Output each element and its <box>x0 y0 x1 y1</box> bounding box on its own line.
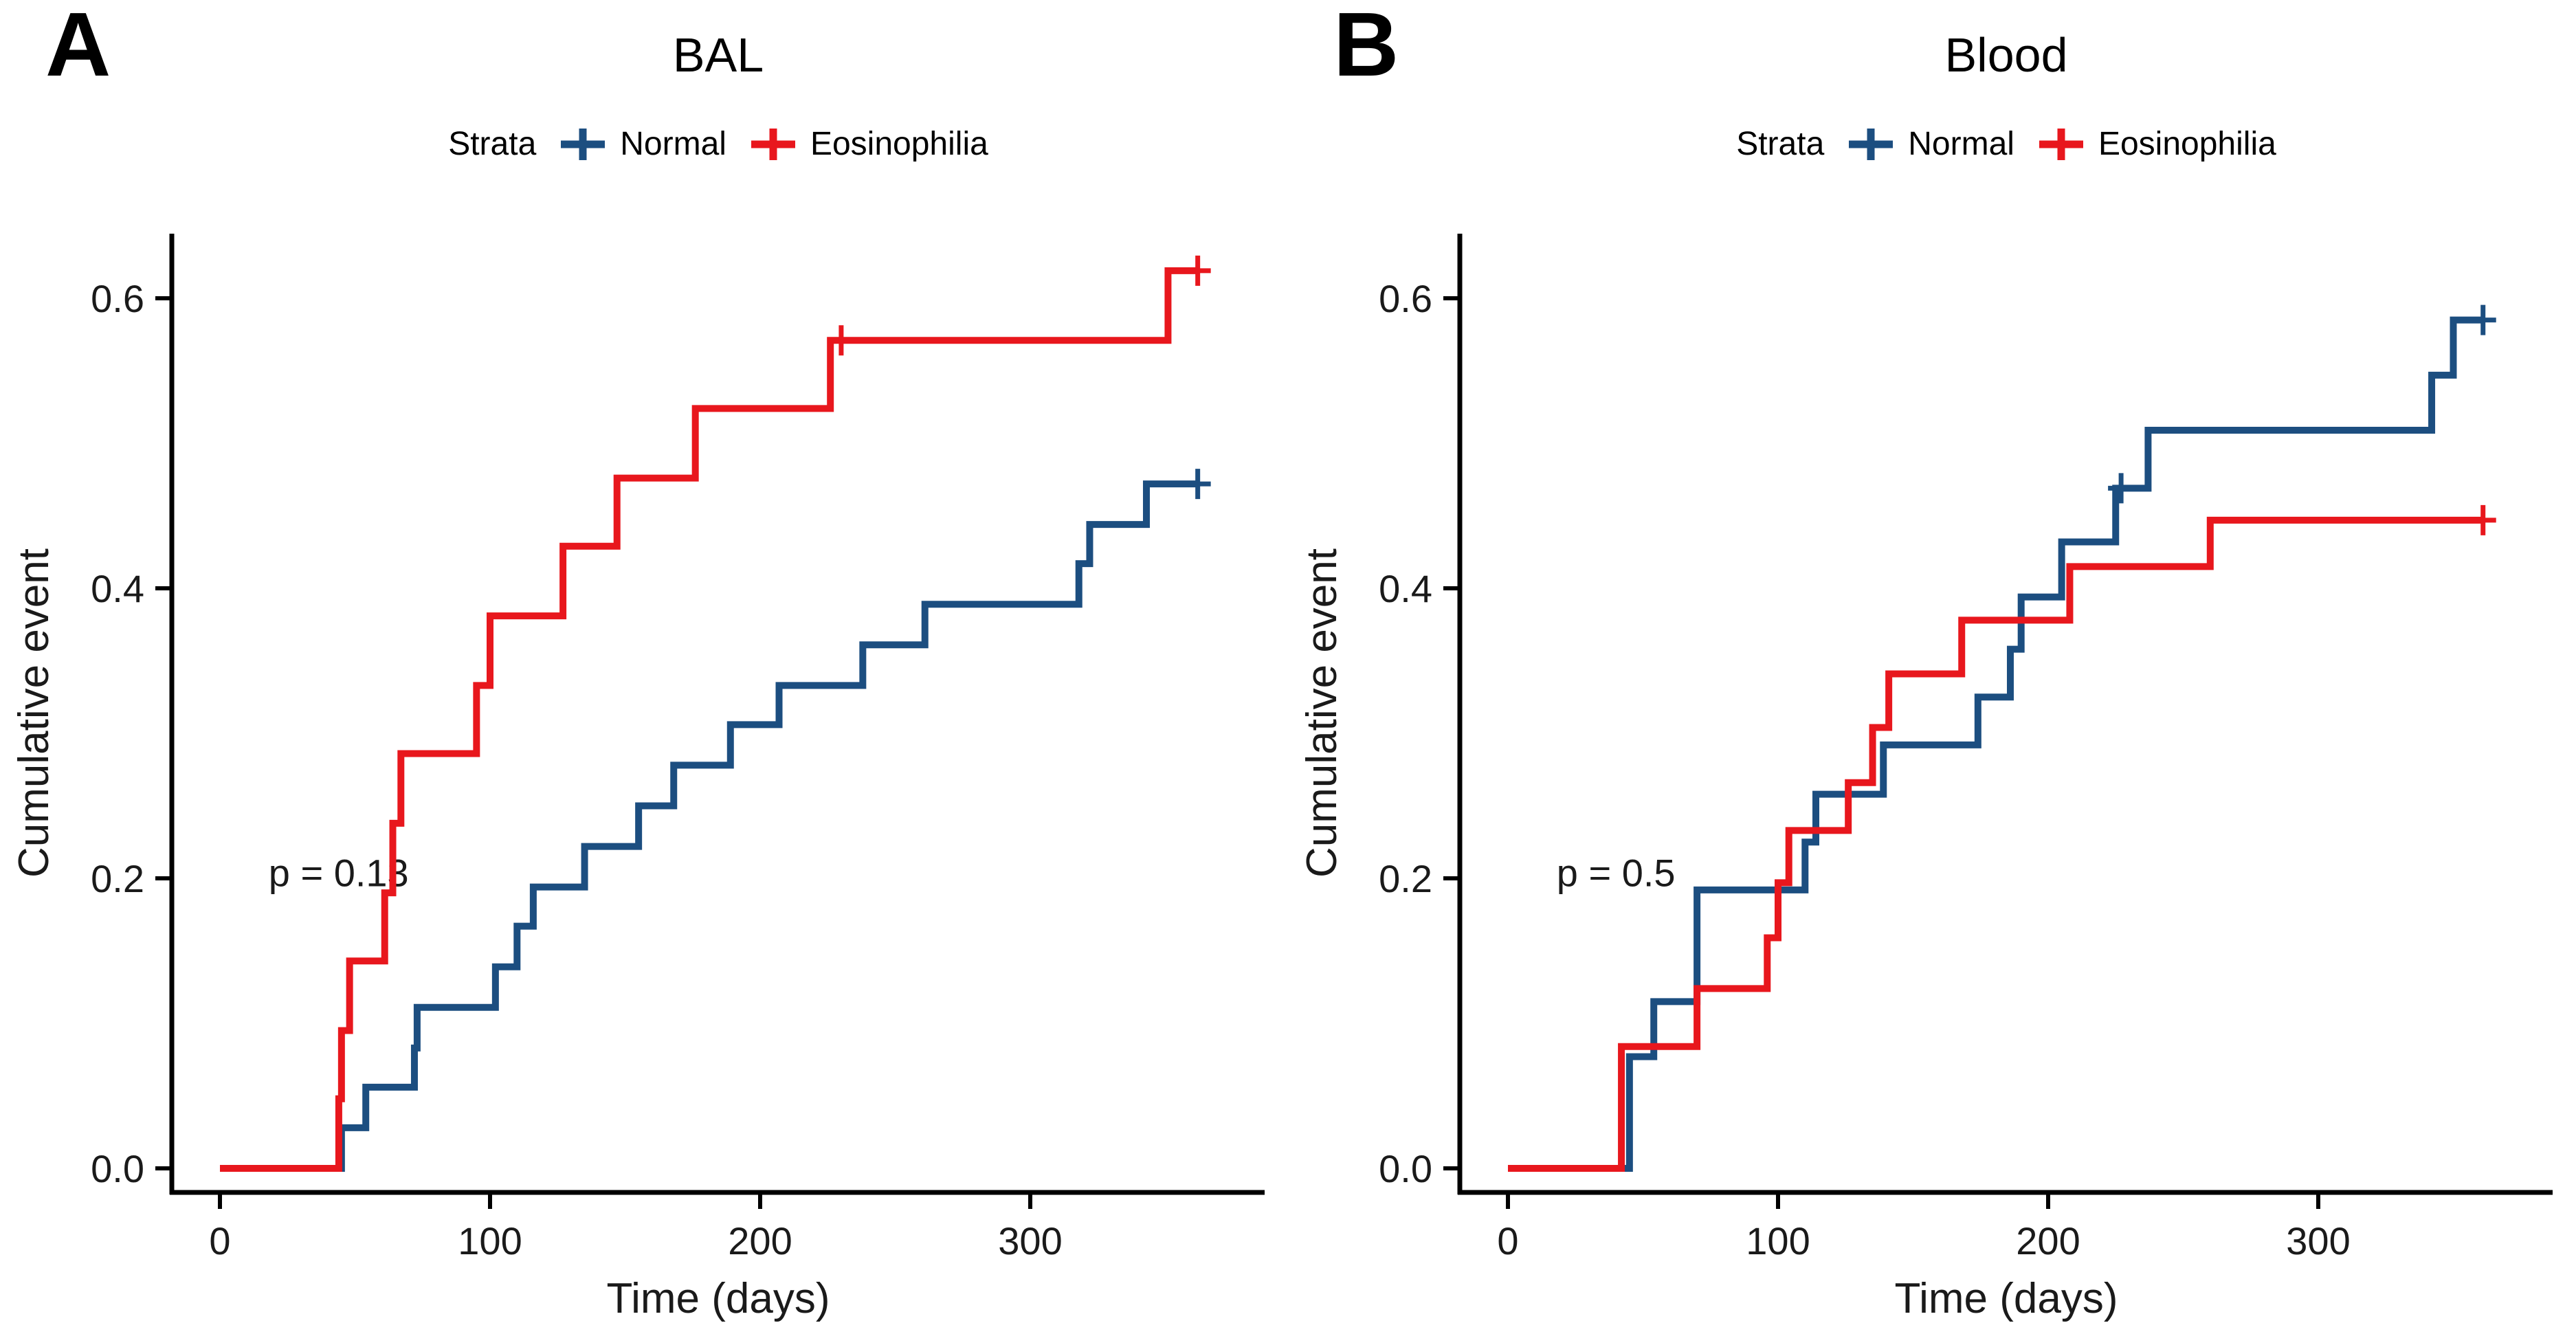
legend-title: Strata <box>1736 126 1825 162</box>
chart-bal: p = 0.13 0 100 200 300 0.0 0.2 0.4 0.6 Time (days… <box>10 234 1265 1322</box>
panel-a-title: BAL <box>672 28 764 82</box>
p-value-annotation: p = 0.13 <box>269 852 409 895</box>
legend-title: Strata <box>448 126 537 162</box>
plus-icon <box>561 128 606 160</box>
series-normal-curve <box>1508 316 2483 1172</box>
x-tick-label: 100 <box>1746 1219 1810 1263</box>
plus-icon <box>751 128 795 160</box>
panel-bal-header: A BAL Strata Normal Eosinophilia <box>0 0 1288 182</box>
panel-bal: A BAL Strata Normal Eosinophilia <box>0 0 1288 1322</box>
legend-blood: Strata Normal Eosinophilia <box>1436 125 2576 163</box>
legend-item-eosinophilia: Eosinophilia <box>2035 125 2276 163</box>
series-eosinophilia-curve <box>1508 516 2483 1172</box>
y-tick-label: 0.0 <box>91 1147 144 1190</box>
chart-blood: p = 0.5 0 100 200 300 0.0 0.2 0.4 0.6 Time (days)… <box>1298 234 2553 1322</box>
legend-bal: Strata Normal Eosinophilia <box>148 125 1288 163</box>
panel-blood: B Blood Strata Normal Eosinophilia <box>1288 0 2576 1323</box>
y-tick-label: 0.6 <box>1379 277 1432 320</box>
series-eosinophilia-curve <box>220 267 1198 1172</box>
panel-blood-header: B Blood Strata Normal Eosinophilia <box>1288 0 2576 182</box>
panel-b-title: Blood <box>1944 28 2068 82</box>
legend-label-eosinophilia: Eosinophilia <box>2098 126 2276 162</box>
x-tick-label: 0 <box>209 1219 230 1263</box>
panel-a-label: A <box>45 0 113 95</box>
y-tick-label: 0.2 <box>91 857 144 900</box>
series-normal-curve <box>220 480 1198 1172</box>
legend-item-normal: Normal <box>1845 125 2014 163</box>
p-value-annotation: p = 0.5 <box>1557 852 1676 895</box>
legend-item-normal: Normal <box>557 125 726 163</box>
legend-label-normal: Normal <box>620 126 726 162</box>
plus-icon <box>2039 128 2083 160</box>
legend-item-eosinophilia: Eosinophilia <box>747 125 988 163</box>
x-tick-label: 200 <box>2016 1219 2080 1263</box>
y-axis-title: Cumulative event <box>10 548 58 878</box>
x-tick-label: 0 <box>1497 1219 1518 1263</box>
y-axis-title: Cumulative event <box>1298 548 1346 878</box>
y-tick-label: 0.6 <box>91 277 144 320</box>
x-tick-label: 300 <box>2286 1219 2350 1263</box>
plus-icon <box>1849 128 1894 160</box>
y-tick-label: 0.4 <box>91 567 144 610</box>
panel-b-label: B <box>1333 0 1401 95</box>
y-tick-label: 0.2 <box>1379 857 1432 900</box>
legend-label-normal: Normal <box>1908 126 2014 162</box>
x-axis-title: Time (days) <box>1895 1275 2118 1322</box>
y-tick-label: 0.4 <box>1379 567 1432 610</box>
y-tick-label: 0.0 <box>1379 1147 1432 1190</box>
legend-label-eosinophilia: Eosinophilia <box>810 126 988 162</box>
x-axis-title: Time (days) <box>607 1275 830 1322</box>
x-tick-label: 100 <box>458 1219 522 1263</box>
x-tick-label: 300 <box>998 1219 1062 1263</box>
x-tick-label: 200 <box>728 1219 792 1263</box>
